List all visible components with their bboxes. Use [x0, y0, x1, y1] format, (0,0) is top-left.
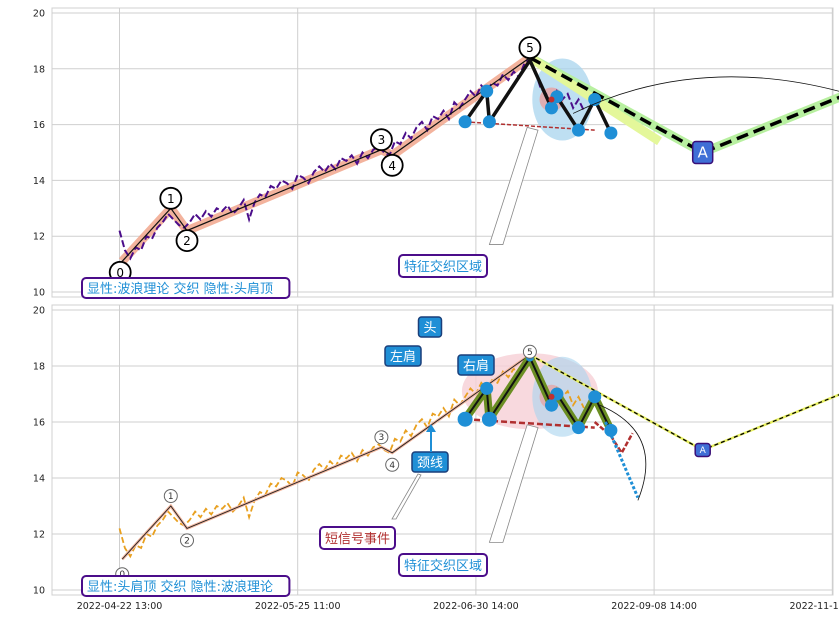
projection-arc: [599, 404, 647, 501]
annotation-arrow-feature: [488, 424, 539, 543]
pattern-point: [572, 421, 585, 435]
wave-point-circle: [374, 430, 389, 445]
abc-line: [529, 354, 839, 451]
pattern-point: [545, 101, 558, 115]
wave-point-label: 2: [184, 536, 190, 546]
pattern-point: [458, 115, 472, 129]
pattern-point: [545, 398, 558, 412]
interleave-center: [548, 393, 555, 400]
hs-head-label: 头: [423, 321, 436, 336]
annotation-feature-interleave: 特征交织区域: [404, 558, 482, 574]
x-tick-label: 2022-04-22 13:00: [77, 601, 163, 612]
pattern-point: [457, 411, 473, 427]
panel-caption: 显性:波浪理论 交织 隐性:头肩顶: [87, 281, 273, 297]
neckline-pointer-head: [426, 424, 436, 432]
hs-left-shoulder-label: 左肩: [390, 349, 416, 365]
plot-area: [51, 7, 834, 298]
hs-neckline-label: 颈线: [417, 456, 443, 471]
wave-point-label: 4: [389, 461, 395, 471]
y-tick-label: 12: [33, 530, 45, 541]
y-tick-label: 12: [33, 232, 45, 243]
hs-head-label-box: [417, 316, 443, 338]
pattern-point: [481, 411, 497, 427]
hs-right-shoulder-label-box: [457, 354, 495, 376]
y-tick-label: 10: [33, 288, 45, 299]
panel-top: 201816141210012345ABC特征交织区域显性:波浪理论 交织 隐性…: [33, 7, 839, 299]
x-tick-label: 2022-05-25 11:00: [255, 601, 341, 612]
wave-point-circle: [163, 489, 178, 503]
annotation-short-signal: 短信号事件: [325, 532, 390, 547]
abc-label-A-box: [694, 442, 711, 458]
hs-right-shoulder-label: 右肩: [463, 358, 489, 374]
annotation-arrow-short: [391, 473, 422, 520]
wave-point-circle: [180, 533, 194, 548]
pattern-point: [482, 115, 496, 129]
short-signal-line: [593, 421, 634, 456]
panel-caption-box: [81, 277, 291, 299]
wave-point-label: 0: [116, 266, 124, 280]
wave-point-circle: [380, 153, 404, 177]
y-tick-label: 16: [33, 418, 45, 429]
x-tick-label: 2022-11-17 14:00: [789, 601, 839, 612]
y-tick-label: 16: [33, 120, 45, 131]
wave-point-label: 3: [379, 433, 385, 443]
abc-line: [529, 56, 839, 155]
y-tick-label: 18: [33, 362, 45, 373]
y-tick-label: 20: [33, 9, 45, 20]
wave-point-circle: [369, 128, 393, 152]
annotation-short-signal-box: [319, 526, 396, 550]
panel-bottom: 201816141210012345ABC头左肩右肩颈线短信号事件特征交织区域显…: [33, 304, 839, 597]
price-line: [118, 55, 585, 261]
annotation-feature-interleave-box: [398, 254, 488, 278]
x-tick-label: 2022-06-30 14:00: [433, 601, 519, 612]
wave-point-label: 1: [168, 492, 174, 502]
annotation-arrow: [488, 126, 539, 245]
abc-label-A: A: [700, 446, 707, 456]
pattern-point: [480, 84, 494, 98]
wave-point-label: 1: [167, 192, 175, 206]
hs-left-shoulder-label-box: [384, 345, 422, 367]
annotation-feature-interleave: 特征交织区域: [404, 259, 482, 275]
abc-label-A: A: [698, 144, 709, 162]
wave-point-circle: [175, 229, 199, 253]
x-axis: 2022-04-22 13:00 2022-05-25 11:00 2022-06-…: [77, 601, 839, 612]
annotation-feature-interleave-box: [398, 553, 488, 577]
wave-point-label: 2: [183, 234, 191, 248]
y-tick-label: 10: [33, 586, 45, 597]
wave-line: [121, 57, 531, 262]
wave-point-label: 5: [526, 41, 534, 55]
y-tick-label: 14: [33, 474, 45, 485]
pattern-point: [604, 423, 618, 437]
pattern-point: [572, 123, 585, 137]
abc-label-A-box: [691, 140, 714, 165]
y-tick-label: 18: [33, 64, 45, 75]
target-line: [604, 421, 640, 499]
wave-point-circle: [518, 36, 542, 60]
wave-line: [121, 354, 531, 560]
wave-point-label: 5: [527, 348, 533, 358]
panel-caption-box: [81, 575, 291, 597]
y-tick-label: 14: [33, 176, 45, 187]
plot-area: [51, 304, 834, 596]
wave-point-circle: [385, 457, 400, 472]
projection-arc: [572, 76, 839, 114]
y-tick-label: 20: [33, 306, 45, 317]
wave-point-label: 4: [388, 159, 396, 173]
panel-caption: 显性:头肩顶 交织 隐性:波浪理论: [87, 579, 273, 595]
x-tick-label: 2022-09-08 14:00: [611, 601, 697, 612]
pattern-point: [604, 126, 618, 140]
pattern-point: [480, 381, 494, 395]
wave-point-label: 3: [378, 133, 386, 147]
price-line: [118, 353, 585, 559]
wave-point-circle: [522, 344, 537, 359]
pattern-point: [588, 390, 602, 404]
wave-point-circle: [159, 186, 183, 210]
interleave-center: [548, 96, 555, 103]
